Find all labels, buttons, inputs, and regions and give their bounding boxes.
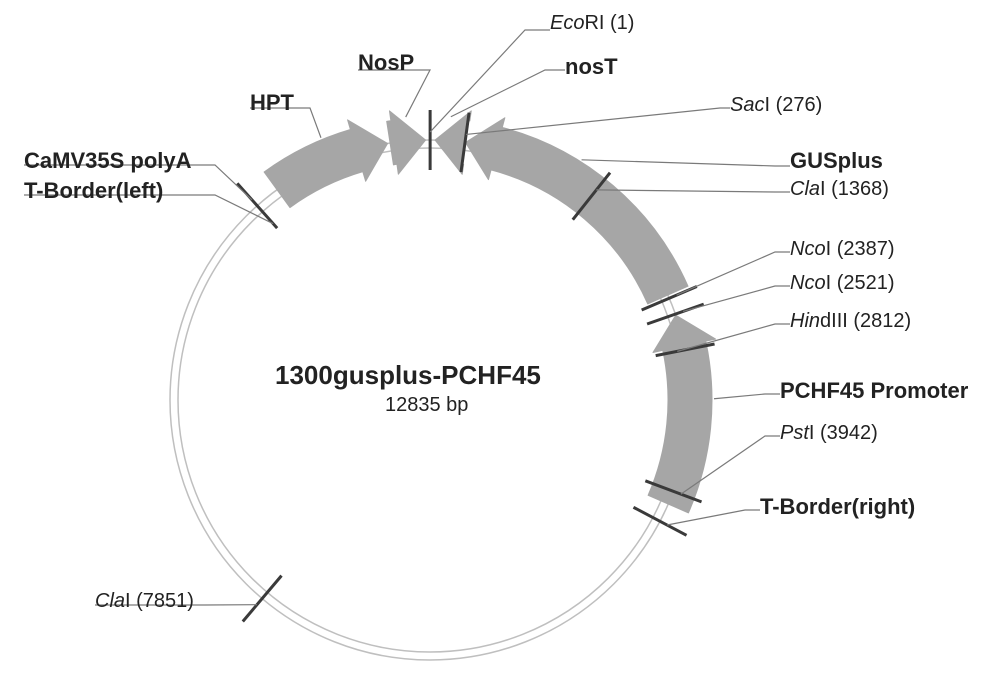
label-ClaI_7851: ClaI (7851): [95, 590, 194, 613]
plasmid-size: 12835 bp: [385, 394, 468, 417]
label-GUSplus: GUSplus: [790, 148, 883, 174]
leader-NosP: [358, 70, 430, 117]
plasmid-svg: [0, 0, 1000, 682]
label-NosP: NosP: [358, 50, 414, 76]
label-PCHF45: PCHF45 Promoter: [780, 378, 968, 404]
label-TBorder_left: T-Border(left): [24, 178, 163, 204]
leader-SacI_276: [466, 108, 730, 134]
label-HindIII_2812: HindIII (2812): [790, 310, 911, 333]
leader-TBorder_right: [667, 510, 760, 525]
leader-NcoI_2521: [683, 286, 790, 311]
tick-CaMV35S: [237, 183, 277, 228]
leader-ClaI_1368: [596, 190, 790, 192]
feature-NosP: [387, 111, 426, 174]
leader-nosT: [451, 70, 565, 117]
feature-HPT: [264, 120, 387, 208]
feature-GUSplus: [466, 118, 688, 304]
plasmid-map: 1300gusplus-PCHF45 12835 bp EcoRI (1) nos…: [0, 0, 1000, 682]
label-ClaI_1368: ClaI (1368): [790, 178, 889, 201]
plasmid-name: 1300gusplus-PCHF45: [275, 360, 541, 391]
label-EcoRI_1: EcoRI (1): [550, 12, 634, 35]
leader-GUSplus: [582, 160, 790, 166]
label-PstI_3942: PstI (3942): [780, 422, 878, 445]
label-NcoI_2387: NcoI (2387): [790, 238, 895, 261]
label-SacI_276: SacI (276): [730, 94, 822, 117]
label-HPT: HPT: [250, 90, 294, 116]
leader-EcoRI_1: [430, 30, 550, 132]
label-TBorder_right: T-Border(right): [760, 494, 915, 520]
tick-TBorder_right: [633, 507, 686, 535]
leader-PCHF45: [714, 394, 780, 399]
label-CaMV35S: CaMV35S polyA: [24, 148, 192, 174]
label-NcoI_2521: NcoI (2521): [790, 272, 895, 295]
label-nosT: nosT: [565, 54, 618, 80]
